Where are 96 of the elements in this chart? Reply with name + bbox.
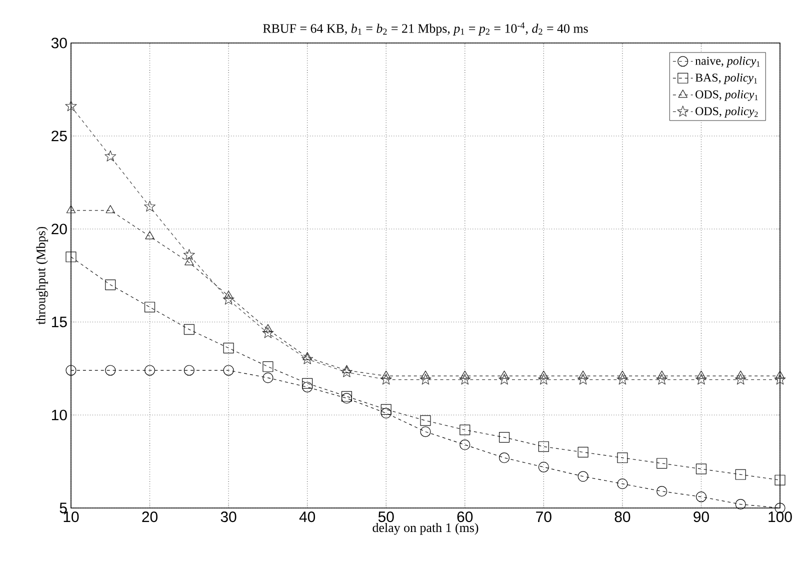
point bbox=[262, 361, 274, 372]
point bbox=[262, 372, 274, 384]
point bbox=[656, 486, 668, 497]
point bbox=[617, 452, 628, 464]
point bbox=[144, 365, 156, 376]
point bbox=[656, 374, 668, 385]
point bbox=[498, 374, 510, 385]
point bbox=[224, 290, 234, 299]
point bbox=[656, 458, 668, 469]
x-axis-title: delay on path 1 (ms) bbox=[372, 522, 478, 535]
point bbox=[223, 365, 234, 376]
y-tick-label: 15 bbox=[52, 316, 67, 328]
point bbox=[420, 426, 431, 438]
y-axis-title: throughput (Mbps) bbox=[36, 226, 48, 324]
point bbox=[381, 370, 391, 379]
point bbox=[538, 462, 549, 472]
point bbox=[538, 441, 549, 452]
point bbox=[302, 352, 312, 360]
point bbox=[380, 404, 392, 415]
point bbox=[262, 327, 274, 338]
point bbox=[184, 324, 194, 335]
point bbox=[774, 374, 786, 385]
point bbox=[302, 378, 313, 389]
y-tick-label: 5 bbox=[60, 502, 67, 514]
point bbox=[104, 150, 116, 162]
point bbox=[460, 370, 470, 379]
point bbox=[460, 424, 470, 436]
point bbox=[578, 471, 588, 482]
point bbox=[65, 100, 77, 112]
legend-label: BAS, policy$_{1}$ bbox=[695, 73, 758, 84]
point bbox=[263, 324, 273, 332]
point bbox=[616, 374, 628, 385]
x-tick-label: 60 bbox=[457, 512, 473, 522]
x-tick-label: 100 bbox=[768, 512, 792, 522]
point bbox=[498, 432, 510, 443]
point bbox=[145, 231, 154, 240]
legend-label: naive, policy$_{1}$ bbox=[695, 56, 760, 68]
point bbox=[183, 249, 195, 260]
point bbox=[696, 464, 707, 474]
x-tick-label: 10 bbox=[64, 512, 79, 522]
point bbox=[696, 492, 707, 502]
point bbox=[775, 370, 785, 379]
point bbox=[734, 374, 746, 385]
point bbox=[342, 365, 352, 374]
point bbox=[578, 446, 588, 458]
point bbox=[420, 415, 431, 426]
point bbox=[657, 370, 666, 379]
point bbox=[66, 252, 76, 262]
point bbox=[222, 294, 234, 305]
point bbox=[500, 370, 509, 379]
point bbox=[340, 366, 352, 378]
point bbox=[302, 353, 314, 364]
point bbox=[380, 408, 392, 418]
point bbox=[420, 370, 430, 379]
point bbox=[695, 374, 707, 385]
x-tick-label: 80 bbox=[614, 512, 630, 522]
chart-title: RBUF = 64 KB, b$_{1}$ = b$_{2}$ = 21 Mbps, p$_{1}$ = p$_{2}$ = 10$^{-4}$, d$_{2}$ = 40 ms bbox=[263, 22, 588, 36]
x-tick-label: 50 bbox=[378, 512, 394, 522]
point bbox=[380, 374, 392, 385]
point bbox=[618, 370, 628, 379]
point bbox=[144, 200, 156, 212]
x-tick-label: 40 bbox=[299, 512, 316, 522]
point bbox=[66, 205, 76, 214]
point bbox=[66, 365, 76, 376]
y-tick-label: 20 bbox=[52, 224, 67, 234]
x-tick-label: 30 bbox=[220, 512, 236, 522]
point bbox=[184, 365, 194, 376]
point bbox=[735, 469, 746, 480]
point bbox=[420, 374, 432, 385]
legend-label: ODS, policy$_{2}$ bbox=[696, 106, 758, 118]
point bbox=[538, 374, 550, 385]
point bbox=[539, 370, 548, 379]
x-tick-label: 90 bbox=[694, 512, 709, 522]
x-tick-label: 20 bbox=[142, 512, 158, 522]
point bbox=[105, 280, 116, 290]
point bbox=[105, 365, 116, 376]
point bbox=[696, 370, 706, 379]
point bbox=[459, 374, 471, 385]
x-tick-label: 70 bbox=[536, 512, 552, 522]
point bbox=[577, 374, 589, 385]
y-tick-label: 25 bbox=[52, 130, 67, 142]
point bbox=[774, 474, 786, 486]
point bbox=[302, 382, 313, 392]
point bbox=[736, 370, 746, 379]
point bbox=[735, 498, 746, 510]
point bbox=[617, 478, 628, 490]
point bbox=[498, 452, 510, 464]
point bbox=[106, 205, 116, 214]
y-tick-label: 30 bbox=[51, 38, 67, 48]
point bbox=[184, 257, 194, 266]
point bbox=[144, 302, 156, 312]
legend-label: ODS, policy$_{1}$ bbox=[696, 90, 758, 101]
point bbox=[578, 370, 588, 379]
point bbox=[223, 342, 234, 354]
y-tick-label: 10 bbox=[52, 410, 67, 420]
point bbox=[460, 439, 470, 450]
